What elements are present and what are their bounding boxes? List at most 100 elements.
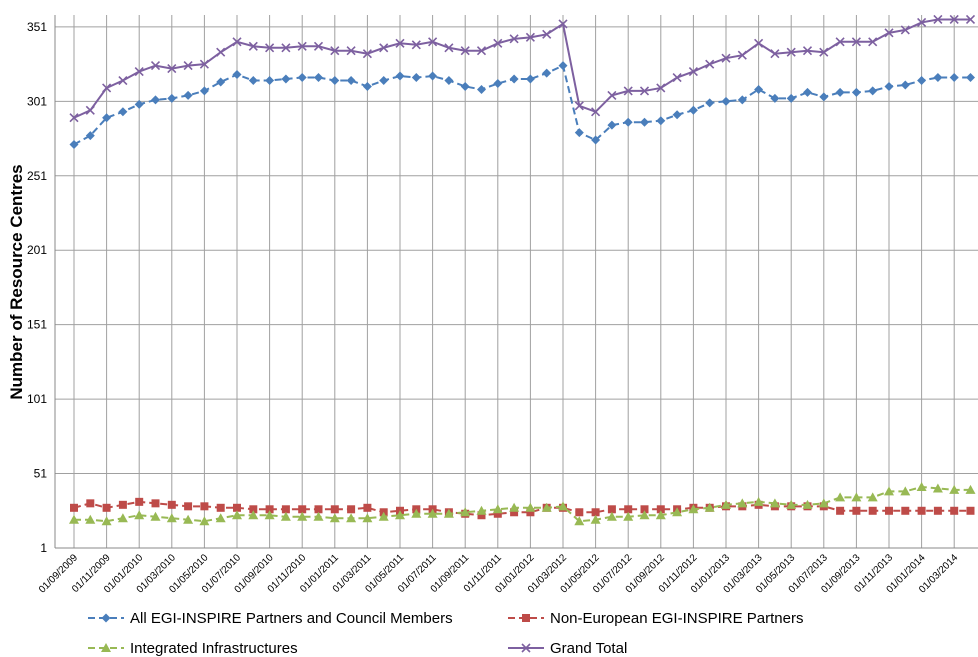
marker: [786, 499, 797, 509]
marker: [167, 93, 177, 103]
marker: [542, 29, 552, 39]
marker: [346, 46, 356, 56]
marker: [591, 135, 601, 145]
marker: [395, 71, 405, 81]
marker: [949, 484, 960, 494]
marker: [607, 120, 617, 130]
marker: [379, 76, 389, 86]
marker: [150, 511, 161, 521]
marker: [574, 128, 584, 138]
marker: [69, 113, 79, 123]
marker: [444, 76, 454, 86]
marker: [868, 506, 877, 515]
marker: [378, 511, 389, 521]
marker: [265, 505, 274, 514]
marker: [639, 86, 650, 96]
marker: [688, 504, 699, 514]
marker: [575, 508, 584, 517]
marker: [803, 87, 812, 97]
marker: [509, 74, 519, 84]
marker: [460, 46, 470, 56]
marker: [656, 116, 666, 126]
marker: [183, 90, 193, 100]
marker: [558, 501, 568, 511]
marker: [574, 101, 584, 111]
marker: [851, 87, 861, 97]
marker: [656, 83, 666, 93]
marker: [721, 96, 731, 106]
marker: [802, 499, 813, 509]
marker: [264, 510, 275, 520]
marker: [476, 505, 487, 515]
marker: [232, 70, 242, 80]
marker: [248, 41, 258, 51]
marker: [297, 511, 308, 521]
marker: [85, 131, 95, 141]
marker: [836, 506, 845, 515]
marker: [868, 86, 878, 96]
marker: [102, 83, 112, 93]
y-axis-title: Number of Resource Centres: [7, 164, 26, 399]
marker: [69, 514, 79, 524]
marker: [102, 113, 112, 123]
marker: [737, 50, 747, 60]
marker: [835, 492, 846, 502]
marker: [884, 81, 894, 91]
marker: [460, 507, 471, 517]
y-tick-label: 201: [27, 243, 47, 257]
marker: [199, 86, 209, 96]
marker: [395, 38, 405, 48]
marker: [949, 73, 959, 83]
legend-item: Grand Total: [508, 640, 627, 657]
marker: [493, 509, 502, 518]
marker: [395, 510, 405, 520]
marker: [819, 92, 829, 102]
marker: [672, 507, 683, 517]
series: [69, 481, 976, 526]
marker: [656, 505, 665, 514]
marker: [216, 47, 226, 57]
marker: [884, 486, 894, 496]
marker: [591, 107, 601, 117]
marker: [852, 506, 861, 515]
marker: [298, 505, 307, 514]
marker: [704, 502, 715, 512]
legend-marker: [101, 613, 111, 623]
marker: [917, 17, 927, 28]
legend-marker: [522, 614, 530, 622]
marker: [867, 492, 878, 502]
legend-label: Grand Total: [550, 640, 627, 657]
marker: [249, 505, 258, 514]
marker: [232, 510, 242, 520]
marker: [900, 80, 910, 90]
marker: [917, 506, 926, 515]
marker: [460, 81, 470, 91]
marker: [215, 513, 226, 523]
marker: [101, 516, 112, 526]
legend-item: Integrated Infrastructures: [88, 640, 298, 657]
marker: [525, 32, 535, 42]
marker: [167, 64, 177, 74]
marker: [200, 502, 209, 511]
marker: [950, 506, 959, 515]
marker: [428, 71, 438, 81]
marker: [134, 99, 144, 109]
marker: [477, 84, 486, 94]
marker: [966, 73, 975, 83]
marker: [607, 90, 617, 100]
legend-item: All EGI-INSPIRE Partners and Council Mem…: [88, 610, 453, 627]
series-line: [73, 18, 971, 119]
marker: [802, 46, 813, 56]
y-tick-label: 351: [27, 20, 47, 34]
marker: [493, 78, 503, 88]
marker: [655, 510, 666, 520]
marker: [166, 513, 177, 523]
marker: [281, 505, 290, 514]
marker: [280, 511, 291, 521]
marker: [526, 508, 535, 517]
marker: [965, 14, 976, 25]
marker: [851, 492, 862, 502]
marker: [297, 73, 307, 83]
marker: [510, 508, 519, 517]
